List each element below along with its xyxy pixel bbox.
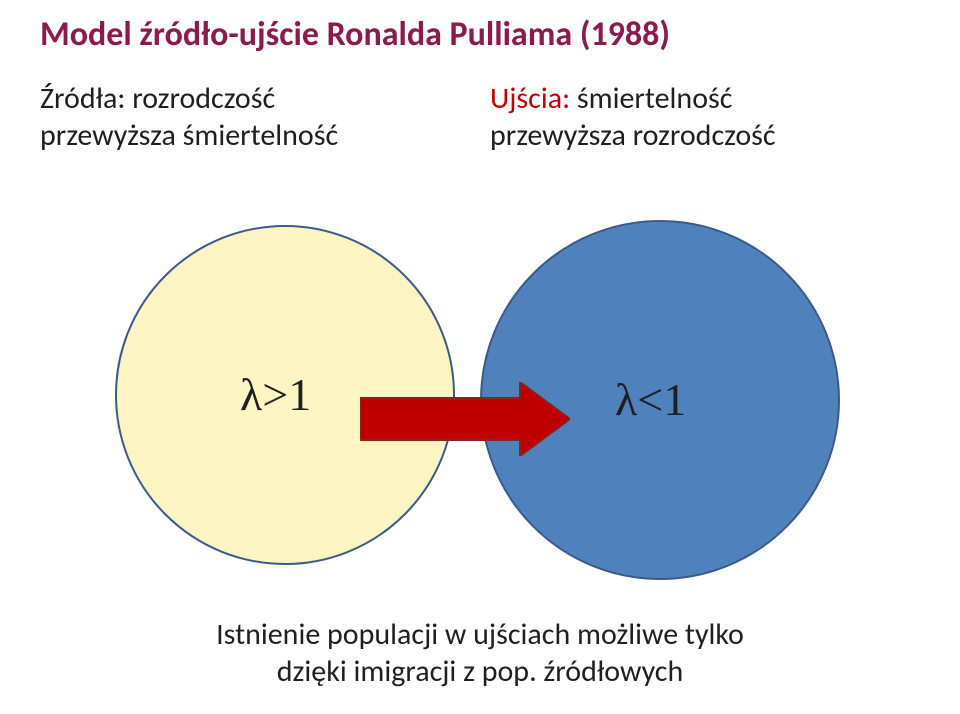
footer-text: Istnienie populacji w ujściach możliwe t… — [0, 616, 960, 690]
slide-title: Model źródło-ujście Ronalda Pulliama (19… — [0, 14, 960, 55]
sinks-heading: Ujścia: — [490, 80, 570, 117]
sources-column: Źródła: rozrodczość przewyższa śmierteln… — [0, 80, 480, 154]
sinks-line1: Ujścia: śmiertelność — [490, 80, 960, 117]
columns: Źródła: rozrodczość przewyższa śmierteln… — [0, 80, 960, 154]
footer-line1: Istnienie populacji w ujściach możliwe t… — [0, 616, 960, 653]
sources-line2: przewyższa śmiertelność — [40, 117, 480, 154]
lambda-sink: λ<1 — [615, 373, 686, 426]
lambda-source: λ>1 — [240, 368, 311, 421]
sources-line1: Źródła: rozrodczość — [40, 80, 480, 117]
sources-heading: Źródła: — [40, 80, 125, 117]
sinks-column: Ujścia: śmiertelność przewyższa rozrodcz… — [480, 80, 960, 154]
sinks-rest1: śmiertelność — [570, 80, 732, 117]
slide: Model źródło-ujście Ronalda Pulliama (19… — [0, 0, 960, 714]
arrow-icon — [360, 382, 570, 456]
flow-arrow — [360, 382, 570, 456]
sinks-line2: przewyższa rozrodczość — [490, 117, 960, 154]
diagram: λ>1 λ<1 — [0, 200, 960, 600]
footer-line2: dzięki imigracji z pop. źródłowych — [0, 653, 960, 690]
sources-rest1: rozrodczość — [125, 80, 275, 117]
title-text: Model źródło-ujście Ronalda Pulliama (19… — [40, 14, 670, 55]
